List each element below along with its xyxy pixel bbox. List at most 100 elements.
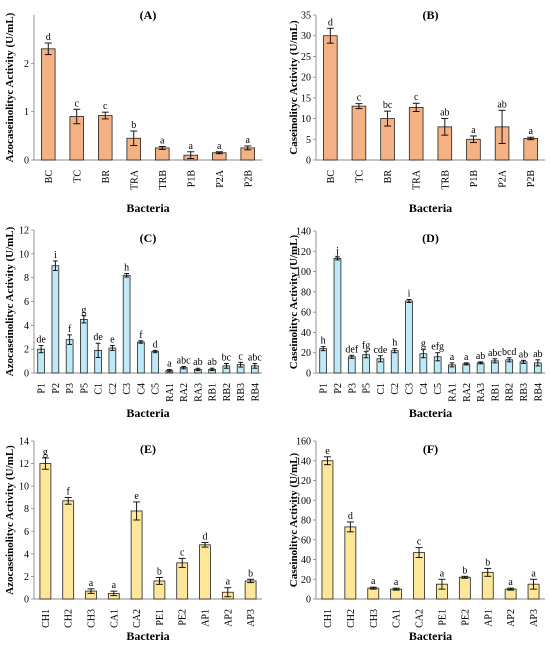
panel-e-category-AP1: AP1 [201, 609, 212, 627]
panel-f-letter-CA1: a [394, 577, 399, 588]
panel-c-letter-C5: d [153, 339, 158, 350]
panel-d-letter-C5: efg [431, 342, 444, 353]
panel-e-letter-CA1: a [112, 580, 117, 591]
panel-f-ytick-label: 120 [296, 476, 311, 487]
panel-d-letter-P3: def [345, 344, 358, 355]
panel-f-title: (F) [423, 442, 438, 456]
panel-d-title: (D) [422, 231, 439, 245]
panel-c-ytick-label: 10 [19, 249, 29, 260]
panel-f-letter-AP3: a [531, 568, 536, 579]
panel-f-bar-AP2 [504, 588, 517, 600]
panel-d-letter-RB3: ab [519, 349, 528, 360]
panel-c-bar-C4 [137, 341, 145, 374]
panel-a-letter-TC: c [75, 98, 80, 109]
panel-a-category-P1B: P1B [186, 170, 197, 188]
panel-b-category-TC: TC [354, 170, 365, 183]
panel-d-ytick-label: 60 [301, 308, 311, 319]
panel-d-category-RA3: RA3 [476, 383, 487, 402]
panel-d-letter-RB4: ab [533, 349, 542, 360]
panel-a-y-label: Azocaseinolityc Activity (U/mL) [4, 12, 16, 162]
panel-c-category-P1: P1 [37, 383, 48, 394]
panel-c-category-RA1: RA1 [165, 383, 176, 402]
panel-d-bar-P3 [347, 356, 356, 374]
panel-a-category-P2B: P2B [243, 170, 254, 188]
panel-d-letter-P1: h [321, 336, 326, 347]
panel-e-bar-PE2 [176, 562, 189, 600]
panel-c-letter-RA2: abc [177, 355, 191, 366]
panel-f-category-CA1: CA1 [392, 609, 403, 628]
panel-e-category-CH3: CH3 [87, 609, 98, 628]
panel-a-category-BC: BC [44, 170, 55, 184]
panel-a-category-TRB: TRB [158, 170, 169, 190]
panel-d-category-C4: C4 [419, 383, 430, 395]
panel-f-letter-CH3: a [371, 576, 376, 587]
panel-d-letter-RA3: ab [476, 351, 485, 362]
panel-f-ytick-label: 20 [301, 575, 311, 586]
panel-e-letter-PE2: c [180, 547, 185, 558]
panel-e-category-CA2: CA2 [132, 609, 143, 628]
panel-a-title: (A) [140, 8, 157, 22]
panel-e-ytick-label: 2 [24, 572, 29, 583]
panel-c-bar-C2 [108, 347, 117, 374]
panel-c-ytick-label: 0 [24, 369, 29, 380]
panel-c-ytick-label: 2 [24, 345, 29, 356]
panel-c-letter-C2: e [110, 335, 115, 346]
panel-c-x-label: Bacteria [126, 406, 169, 420]
panel-c-letter-RB2: bc [222, 352, 232, 363]
panel-f-category-AP3: AP3 [529, 609, 540, 627]
panel-c-bar-C3 [122, 274, 131, 374]
panel-f-bar-CH1 [321, 460, 334, 600]
panel-c-title: (C) [140, 231, 157, 245]
panel-c-letter-P5: g [81, 305, 86, 316]
panel-e-bar-CH1 [39, 463, 52, 600]
panel-c-letter-P2: i [54, 250, 57, 261]
panel-e-category-PE2: PE2 [178, 609, 189, 626]
panel-f-ytick-label: 140 [296, 456, 311, 467]
panel-f-ytick-label: 80 [301, 516, 311, 527]
panel-e-letter-PE1: b [157, 567, 162, 578]
panel-c-letter-RB4: abc [248, 352, 262, 363]
panel-d-letter-C2: h [392, 338, 397, 349]
panel-d-ytick-label: 80 [301, 287, 311, 298]
panel-c-letter-C3: h [124, 262, 129, 273]
panel-e-ytick-label: 10 [19, 482, 29, 493]
panel-b-letter-TC: c [357, 93, 362, 104]
panel-c-letter-RB1: ab [207, 357, 216, 368]
panel-e-ytick-label: 8 [24, 504, 29, 515]
panel-a-category-P2A: P2A [215, 169, 226, 188]
panel-d-letter-RA1: a [450, 352, 455, 363]
panel-b-category-P2B: P2B [526, 170, 537, 188]
panel-b-category-P2A: P2A [498, 169, 509, 188]
panel-a-letter-TRB: a [160, 135, 165, 146]
panel-f-letter-CA2: c [417, 537, 422, 548]
panel-f-bar-CA2 [413, 552, 425, 600]
panel-d-category-RB4: RB4 [533, 383, 544, 401]
panel-f-category-AP2: AP2 [506, 609, 517, 627]
panel-b-category-BC: BC [326, 170, 337, 184]
panel-b-letter-P2A: ab [497, 99, 506, 110]
panel-a-bar-BR [98, 115, 113, 161]
panel-f-x-label: Bacteria [409, 629, 452, 643]
panel-c-letter-C4: f [139, 330, 143, 341]
panel-b-ytick-label: 35 [301, 11, 311, 22]
panel-d-category-RB3: RB3 [519, 383, 530, 401]
panel-a-bar-BC [41, 48, 56, 161]
panel-a-category-TRA: TRA [129, 169, 140, 190]
panel-f-letter-CH1: e [325, 446, 330, 457]
panel-b-category-TRB: TRB [440, 170, 451, 190]
panel-a-ytick-label: 1 [24, 107, 29, 118]
panel-f-letter-AP2: a [508, 577, 513, 588]
panel-c-y-label: Azocaseinolityc Activity (U/mL) [4, 226, 16, 376]
panel-a-ytick-label: 0 [24, 156, 29, 167]
panel-d-category-C5: C5 [433, 383, 444, 395]
panel-e-y-label: Azocaseinolityc Activity (U/mL) [4, 445, 16, 595]
panel-b-bar-TC [351, 105, 367, 161]
panel-c-letter-RA1: a [167, 358, 172, 369]
panel-e-ytick-label: 14 [19, 437, 29, 448]
panel-c-bar-C5 [151, 351, 159, 374]
panel-b-letter-BC: d [328, 17, 333, 28]
panel-f-bar-CH3 [367, 587, 380, 600]
panel-c-category-RB1: RB1 [208, 383, 219, 401]
